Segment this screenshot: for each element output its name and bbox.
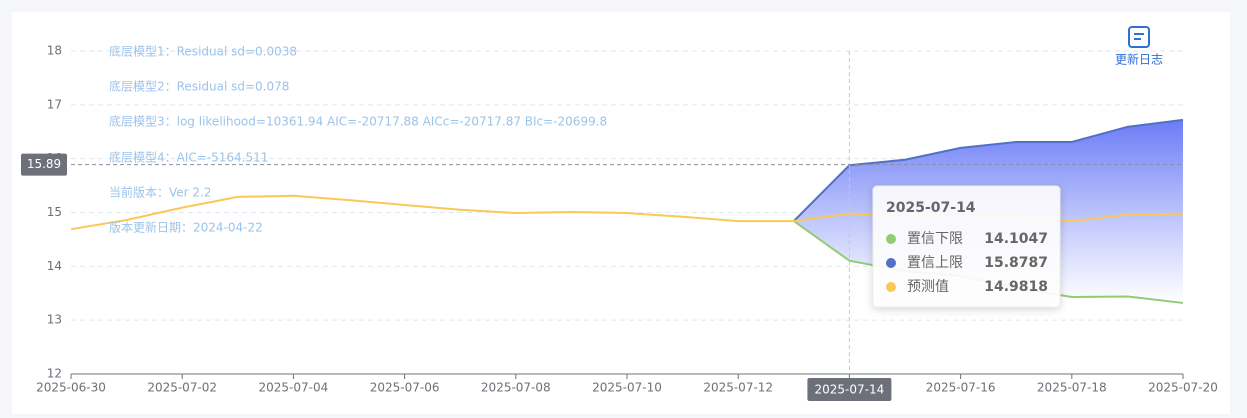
x-tick-label: 2025-06-30 (36, 381, 106, 395)
tooltip-name: 置信下限 (907, 231, 963, 247)
pointer-y-label: 15.89 (27, 157, 61, 171)
x-tick-label: 2025-07-06 (370, 381, 440, 395)
toolbox[interactable]: 更新日志 (1115, 26, 1163, 67)
tooltip-value: 14.1047 (984, 231, 1048, 247)
tooltip-value: 14.9818 (984, 279, 1048, 295)
x-tick-label: 2025-07-04 (259, 381, 329, 395)
tooltip-title: 2025-07-14 (886, 200, 976, 216)
x-tick-label: 2025-07-16 (926, 381, 996, 395)
x-tick-label: 2025-07-02 (147, 381, 217, 395)
pointer-y-label-bg (21, 153, 67, 176)
annotation: 底层模型1：Residual sd=0.0038 (109, 44, 297, 59)
x-tick-label: 2025-07-08 (481, 381, 551, 395)
y-tick-label: 14 (47, 259, 62, 273)
y-tick-label: 12 (47, 367, 62, 381)
tooltip-value: 15.8787 (984, 255, 1048, 271)
log-button[interactable]: 更新日志 (1115, 52, 1163, 67)
x-tick-label: 2025-07-18 (1037, 381, 1107, 395)
y-tick-label: 13 (47, 313, 62, 327)
pointer-x-label: 2025-07-14 (815, 383, 885, 397)
tooltip-marker (886, 282, 896, 292)
tooltip-marker (886, 234, 896, 244)
annotation: 底层模型4：AIC=-5164.511 (109, 150, 268, 165)
annotation: 底层模型3：log likelihood=10361.94 AIC=-20717… (109, 114, 607, 129)
tooltip-name: 预测值 (907, 279, 949, 295)
annotation: 当前版本：Ver 2.2 (109, 185, 212, 200)
x-tick-label: 2025-07-20 (1148, 381, 1218, 395)
log-icon[interactable] (1128, 26, 1150, 48)
tooltip-marker (886, 258, 896, 268)
y-tick-label: 18 (47, 44, 62, 58)
x-tick-label: 2025-07-12 (703, 381, 773, 395)
pointer-x-label-bg (807, 378, 892, 401)
annotation: 版本更新日期：2024-04-22 (109, 220, 263, 235)
y-tick-label: 15 (47, 205, 62, 219)
tooltip: 2025-07-14 置信下限 14.1047 置信上限 15.8787 预测值 14.98… (872, 185, 1061, 308)
tooltip-name: 置信上限 (907, 255, 963, 271)
tooltip-box (872, 185, 1061, 308)
y-tick-label: 17 (47, 97, 62, 111)
annotation: 底层模型2：Residual sd=0.078 (109, 79, 289, 94)
x-tick-label: 2025-07-10 (592, 381, 662, 395)
